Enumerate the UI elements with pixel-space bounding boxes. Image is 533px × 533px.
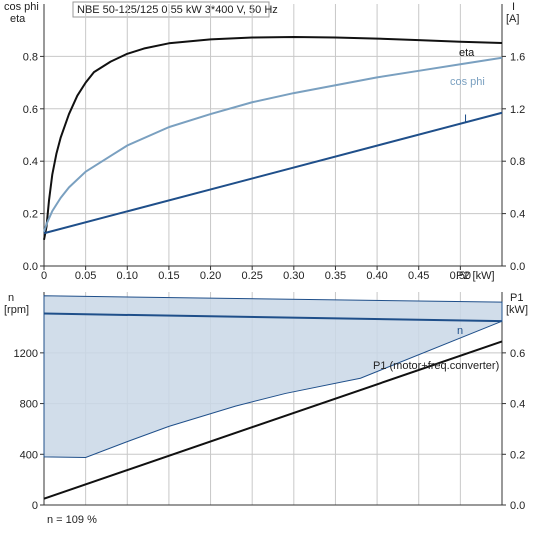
chart0-xtick-label: 0.30 xyxy=(283,270,304,282)
chart0-xtick-label: 0.50 xyxy=(450,270,471,282)
chart0-xtick-label: 0.40 xyxy=(366,270,387,282)
top-left-axis-label-1: cos phi xyxy=(4,1,39,13)
chart0-ytick-right-label: 0.0 xyxy=(510,261,525,273)
bottom-right-axis-label-1: P1 xyxy=(510,292,523,304)
top-right-axis-label-2: [A] xyxy=(506,13,519,25)
chart1-series-n-line xyxy=(43,312,503,323)
cos-phi-series-label: cos phi xyxy=(450,76,485,88)
header-box xyxy=(72,1,270,18)
pump-info-label: NBE 50-125/125 0.55 kW 3*400 V, 50 Hz xyxy=(77,4,278,16)
bottom-left-axis-label-2: [rpm] xyxy=(4,304,29,316)
chart0-xtick-label: 0.20 xyxy=(200,270,221,282)
current-series-label: I xyxy=(464,113,467,125)
chart0-xtick-label: 0.35 xyxy=(325,270,346,282)
speed-series-label: n xyxy=(457,325,463,337)
top-x-axis-label: P2 [kW] xyxy=(456,270,495,282)
chart0-ytick-left-label: 0.2 xyxy=(23,209,38,221)
chart0-ytick-right-label: 0.8 xyxy=(510,156,525,168)
chart0-ytick-left-label: 0.0 xyxy=(23,261,38,273)
chart0-xtick-label: 0.25 xyxy=(241,270,262,282)
chart0-ytick-left-label: 0.8 xyxy=(23,51,38,63)
chart0-ytick-right-label: 1.2 xyxy=(510,104,525,116)
chart1-ytick-left-label: 800 xyxy=(20,399,38,411)
bottom-left-axis-label-1: n xyxy=(8,292,14,304)
chart0-xtick-label: 0 xyxy=(41,270,47,282)
chart1-ytick-left-label: 1200 xyxy=(14,348,38,360)
chart0-series-cos-phi-line xyxy=(43,56,503,233)
chart1-series-p1-motor-freq-converter--line xyxy=(43,340,503,500)
chart0-xtick-label: 0.05 xyxy=(75,270,96,282)
chart0-ytick-left-label: 0.4 xyxy=(23,156,38,168)
p1-series-label: P1 (motor+freq.converter) xyxy=(373,360,499,372)
top-right-axis-label-1: I xyxy=(512,1,515,13)
chart1-ytick-left-label: 0 xyxy=(32,500,38,512)
chart0-xtick-label: 0.10 xyxy=(117,270,138,282)
chart0-series-eta-line xyxy=(43,36,503,240)
chart1-ytick-right-label: 0.4 xyxy=(510,399,525,411)
chart0-xtick-label: 0.45 xyxy=(408,270,429,282)
chart1-ytick-right-label: 0.6 xyxy=(510,348,525,360)
bottom-right-axis-label-2: [kW] xyxy=(506,304,528,316)
chart0-ytick-right-label: 1.6 xyxy=(510,51,525,63)
chart1-ytick-left-label: 400 xyxy=(20,449,38,461)
speed-note: n = 109 % xyxy=(47,514,97,526)
chart0-ytick-left-label: 0.6 xyxy=(23,104,38,116)
eta-series-label: eta xyxy=(459,47,475,59)
speed-range-band xyxy=(43,295,503,458)
chart1-ytick-right-label: 0.0 xyxy=(510,500,525,512)
chart1-ytick-right-label: 0.2 xyxy=(510,449,525,461)
chart0-xtick-label: 0.15 xyxy=(158,270,179,282)
top-left-axis-label-2: eta xyxy=(10,13,26,25)
chart0-series-i-line xyxy=(43,111,503,235)
chart0-ytick-right-label: 0.4 xyxy=(510,209,525,221)
